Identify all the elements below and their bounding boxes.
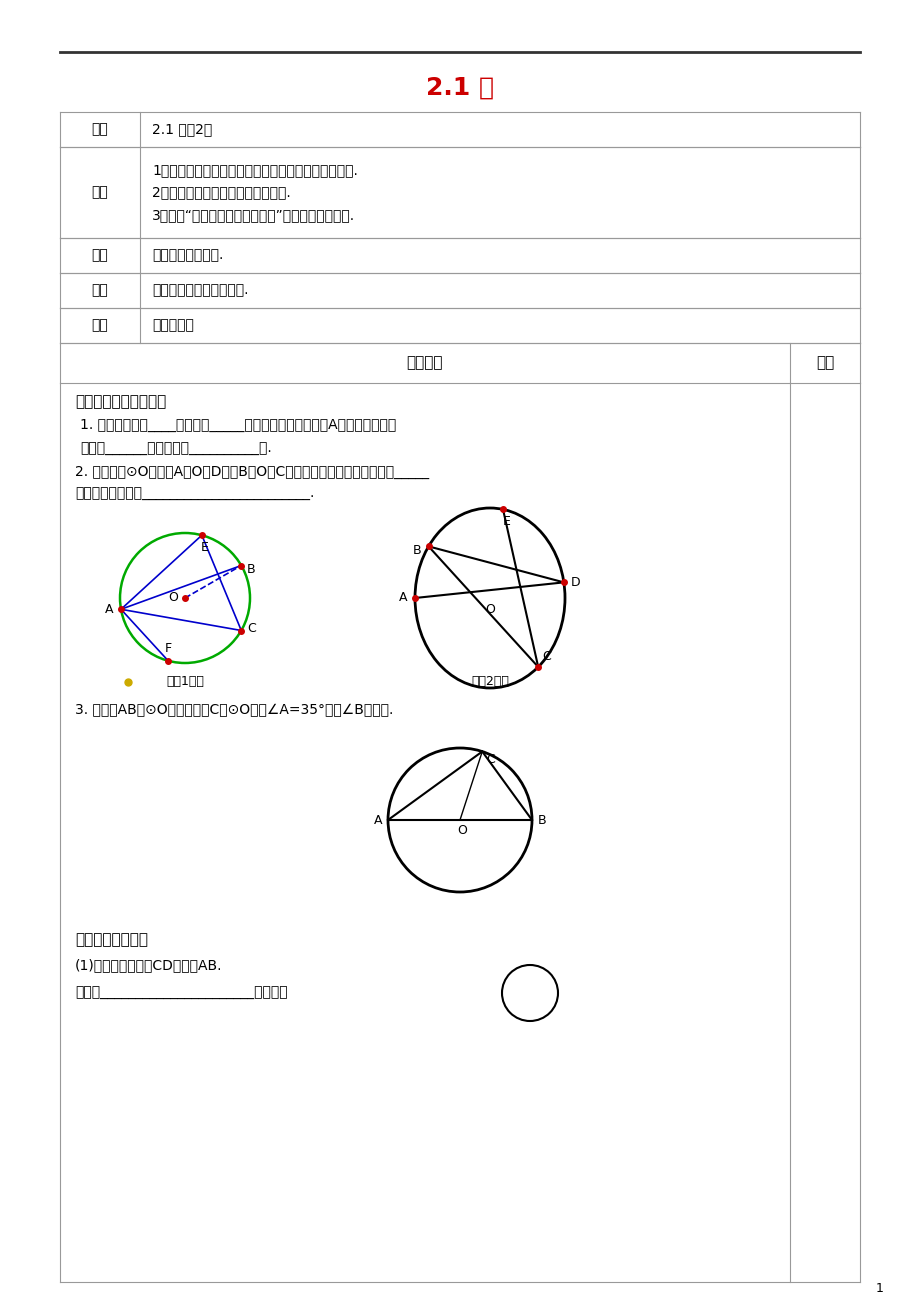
Text: O: O bbox=[484, 604, 494, 617]
Text: 讨论、交流: 讨论、交流 bbox=[152, 319, 194, 332]
Text: 2.1 圆: 2.1 圆 bbox=[425, 76, 494, 100]
Text: B: B bbox=[246, 562, 255, 575]
Text: 了解圆的相关概念.: 了解圆的相关概念. bbox=[152, 249, 223, 263]
Text: 1．认识圆的弦、弧、优弧与劣弧、直径及其有关概念.: 1．认识圆的弦、弧、优弧与劣弧、直径及其有关概念. bbox=[152, 163, 357, 177]
Text: D: D bbox=[571, 575, 580, 589]
Text: 难点: 难点 bbox=[92, 284, 108, 297]
Text: 1. 如图，图中有____条直径，_____条非直径的弦，圆中以A为端点的弧中，: 1. 如图，图中有____条直径，_____条非直径的弦，圆中以A为端点的弧中， bbox=[80, 418, 396, 432]
Text: O: O bbox=[457, 823, 467, 836]
Text: （第1题）: （第1题） bbox=[166, 676, 204, 689]
Text: E: E bbox=[200, 540, 209, 553]
Text: 教学过程: 教学过程 bbox=[406, 355, 443, 371]
Text: 并说明______________________叫做弦；: 并说明______________________叫做弦； bbox=[75, 986, 288, 1000]
Text: 3. 如图，AB是⊙O的直径，点C在⊙O上，∠A=35°，求∠B的度数.: 3. 如图，AB是⊙O的直径，点C在⊙O上，∠A=35°，求∠B的度数. bbox=[75, 703, 393, 717]
Text: 目标: 目标 bbox=[92, 185, 108, 199]
Text: A: A bbox=[373, 814, 381, 827]
Text: 3．了解“同圆或等圆的半径相等”并能用之解决问题.: 3．了解“同圆或等圆的半径相等”并能用之解决问题. bbox=[152, 208, 355, 223]
Text: 重点: 重点 bbox=[92, 249, 108, 263]
Text: (1)请在图上画出弦CD，直径AB.: (1)请在图上画出弦CD，直径AB. bbox=[75, 958, 222, 973]
Text: C: C bbox=[246, 622, 255, 635]
Text: 课题: 课题 bbox=[92, 122, 108, 137]
Text: 容易混淡圆的概念的辨析.: 容易混淡圆的概念的辨析. bbox=[152, 284, 248, 297]
Text: 2．认识圆心角、等圆、等弧的概念.: 2．认识圆心角、等圆、等弧的概念. bbox=[152, 185, 290, 199]
Text: O: O bbox=[168, 591, 177, 604]
Text: B: B bbox=[412, 544, 420, 557]
Text: 优弧有______条，劣弧有__________条.: 优弧有______条，劣弧有__________条. bbox=[80, 441, 271, 456]
Text: 教法: 教法 bbox=[92, 319, 108, 332]
Text: 2. 如图，在⊙O中，点A、O、D和点B、O、C分别在一条直线上，图中共有_____: 2. 如图，在⊙O中，点A、O、D和点B、O、C分别在一条直线上，图中共有___… bbox=[75, 465, 428, 479]
Text: 备注: 备注 bbox=[815, 355, 834, 371]
Text: A: A bbox=[398, 591, 407, 604]
Text: B: B bbox=[537, 814, 546, 827]
Text: 一、》学前预习反馈》: 一、》学前预习反馈》 bbox=[75, 395, 166, 410]
Text: C: C bbox=[541, 651, 550, 664]
Text: F: F bbox=[165, 642, 172, 655]
Text: E: E bbox=[503, 514, 510, 527]
Text: 2.1 圆（2）: 2.1 圆（2） bbox=[152, 122, 212, 137]
Text: C: C bbox=[485, 753, 494, 766]
Text: （第2题）: （第2题） bbox=[471, 676, 508, 689]
Text: 1: 1 bbox=[875, 1281, 883, 1294]
Text: 条弦，它们分别是________________________.: 条弦，它们分别是________________________. bbox=[75, 487, 314, 501]
Text: 二、》新知探求》: 二、》新知探求》 bbox=[75, 932, 148, 948]
Text: A: A bbox=[105, 603, 113, 616]
